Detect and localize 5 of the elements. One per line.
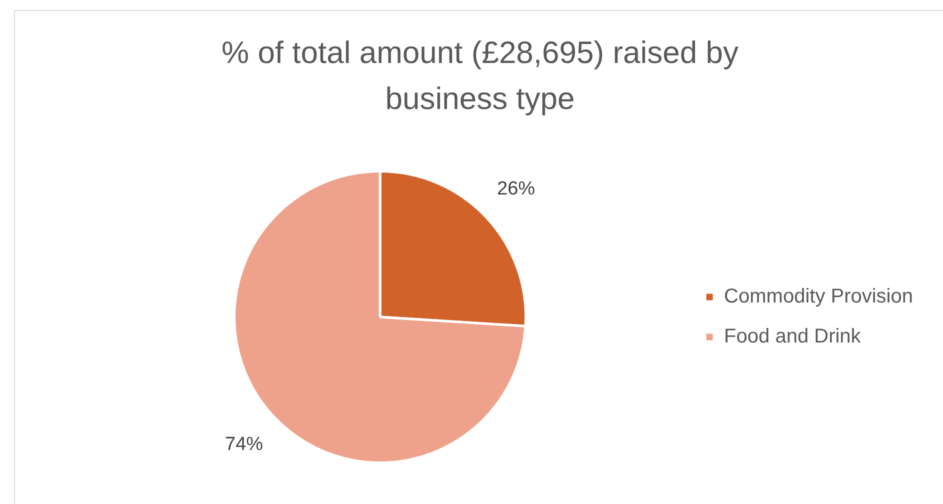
legend-label: Commodity Provision	[724, 286, 914, 308]
legend-label: Food and Drink	[724, 326, 862, 348]
data-label: 74%	[225, 434, 264, 455]
data-label: 26%	[497, 178, 536, 200]
chart-title: % of total amount (£28,695) raised by business type	[220, 34, 740, 118]
